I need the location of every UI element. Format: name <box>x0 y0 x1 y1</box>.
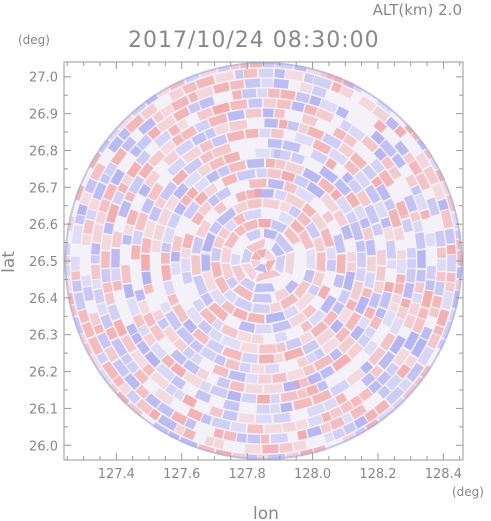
altitude-label: ALT(km) 2.0 <box>373 1 462 19</box>
y-tick-label: 26.5 <box>29 255 58 270</box>
axis-ticks <box>64 62 463 460</box>
radar-field <box>64 62 463 460</box>
x-axis-title: lon <box>253 504 279 521</box>
x-tick-label: 128.2 <box>359 467 396 482</box>
x-tick-label: 127.4 <box>98 467 135 482</box>
y-tick-label: 26.6 <box>29 218 58 233</box>
x-tick-label: 128.0 <box>294 467 331 482</box>
y-tick-label: 26.4 <box>29 292 58 307</box>
y-tick-label: 26.2 <box>29 366 58 381</box>
y-tick-label: 26.8 <box>29 144 58 159</box>
lon-unit-label: (deg) <box>452 485 484 499</box>
y-axis: 26.0 26.1 26.2 26.3 26.4 26.5 26.6 26.7 26.8 26.9… <box>29 71 58 455</box>
x-axis: 127.4 127.6 127.8 128.0 128.2 128.4 <box>98 467 462 482</box>
plot-area <box>64 62 463 460</box>
x-tick-label: 127.8 <box>229 467 266 482</box>
x-tick-label: 128.4 <box>425 467 462 482</box>
x-tick-label: 127.6 <box>163 467 200 482</box>
y-tick-label: 26.0 <box>29 439 58 454</box>
y-axis-title: lat <box>0 251 19 273</box>
chart-title: 2017/10/24 08:30:00 <box>128 28 380 53</box>
y-tick-label: 26.1 <box>29 402 58 417</box>
y-tick-label: 27.0 <box>29 71 58 86</box>
lat-unit-label: (deg) <box>18 33 50 47</box>
y-tick-label: 26.7 <box>29 181 58 196</box>
y-tick-label: 26.9 <box>29 108 58 123</box>
y-tick-label: 26.3 <box>29 329 58 344</box>
